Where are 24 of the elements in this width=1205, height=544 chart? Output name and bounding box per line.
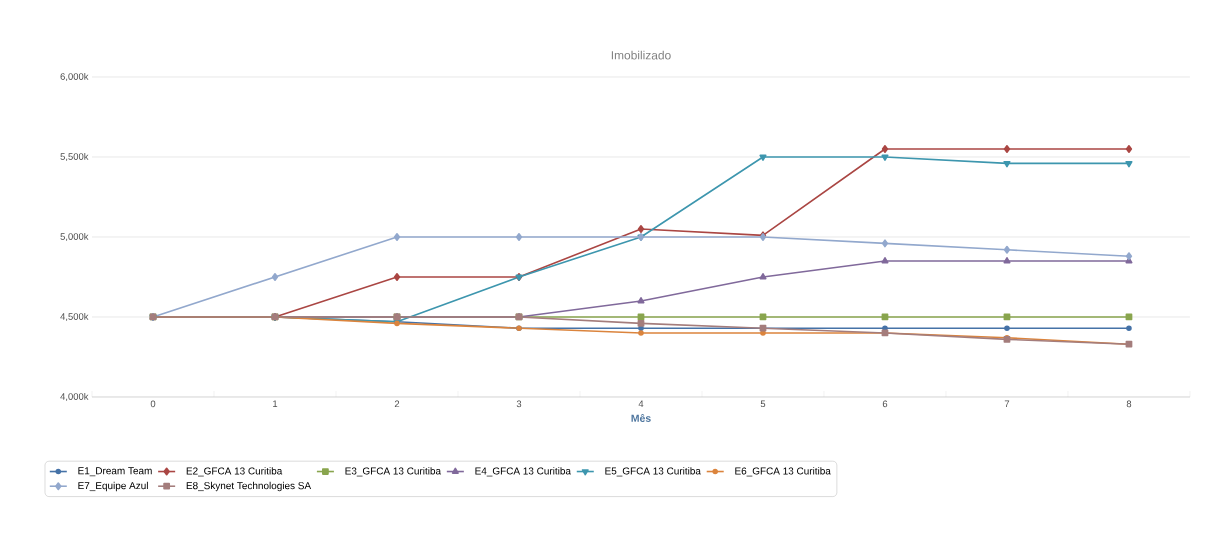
y-tick-label: 5,000k	[60, 232, 89, 242]
x-tick-label: 0	[150, 400, 156, 408]
x-tick-label: 6	[882, 400, 888, 408]
legend-label: E6_GFCA 13 Curitiba	[735, 467, 831, 477]
x-tick-label: 7	[1004, 400, 1010, 408]
x-axis-title: Mês	[631, 414, 651, 422]
legend-label: E7_Equipe Azul	[78, 481, 148, 492]
x-tick-label: 8	[1126, 400, 1132, 408]
legend-label: E8_Skynet Technologies SA	[186, 481, 312, 492]
x-tick-label: 2	[394, 400, 400, 408]
legend-label: E1_Dream Team	[78, 467, 152, 477]
x-tick-label: 4	[638, 400, 644, 408]
legend-label: E4_GFCA 13 Curitiba	[475, 467, 571, 477]
x-tick-label: 5	[760, 400, 766, 408]
y-tick-label: 4,000k	[60, 392, 89, 402]
x-tick-label: 1	[273, 400, 278, 408]
x-tick-label: 3	[516, 400, 522, 408]
chart-title: Imobilizado	[611, 50, 671, 60]
y-tick-label: 6,000k	[60, 72, 89, 82]
legend-label: E3_GFCA 13 Curitiba	[345, 467, 442, 477]
y-tick-label: 4,500k	[60, 312, 89, 322]
y-tick-label: 5,500k	[60, 152, 89, 162]
legend-label: E5_GFCA 13 Curitiba	[605, 467, 701, 477]
legend-label: E2_GFCA 13 Curitiba	[186, 467, 283, 477]
